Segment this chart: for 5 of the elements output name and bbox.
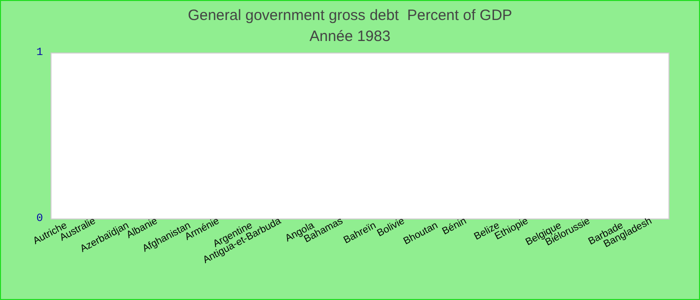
x-tick-label: Bénin (440, 216, 468, 238)
y-tick-label: 1 (36, 47, 44, 59)
y-tick-label: 0 (36, 213, 43, 225)
chart-title: General government gross debt Percent of GDP (188, 7, 512, 24)
chart-subtitle: Année 1983 (310, 28, 390, 45)
